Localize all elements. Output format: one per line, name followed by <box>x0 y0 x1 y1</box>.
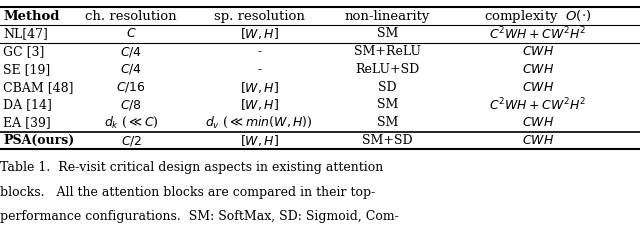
Text: $C/2$: $C/2$ <box>121 134 141 147</box>
Text: performance configurations.  SM: SoftMax, SD: Sigmoid, Com-: performance configurations. SM: SoftMax,… <box>0 210 399 223</box>
Text: SM+SD: SM+SD <box>362 134 413 147</box>
Text: complexity  $O(\cdot)$: complexity $O(\cdot)$ <box>484 8 591 25</box>
Text: $C^2WH + CW^2H^2$: $C^2WH + CW^2H^2$ <box>489 26 586 42</box>
Text: $[W, H]$: $[W, H]$ <box>240 98 278 113</box>
Text: $[W, H]$: $[W, H]$ <box>240 133 278 148</box>
Text: $C/8$: $C/8$ <box>120 98 142 112</box>
Text: $d_k$ ($\ll C$): $d_k$ ($\ll C$) <box>104 115 159 130</box>
Text: SM: SM <box>376 99 398 112</box>
Text: $[W, H]$: $[W, H]$ <box>240 27 278 41</box>
Text: $C^2WH + CW^2H^2$: $C^2WH + CW^2H^2$ <box>489 97 586 113</box>
Text: EA [39]: EA [39] <box>3 116 51 129</box>
Text: -: - <box>257 45 261 58</box>
Text: SM: SM <box>376 27 398 40</box>
Text: SD: SD <box>378 81 397 94</box>
Text: $[W, H]$: $[W, H]$ <box>240 80 278 95</box>
Text: -: - <box>257 63 261 76</box>
Text: Method: Method <box>3 10 60 23</box>
Text: $CWH$: $CWH$ <box>522 45 554 58</box>
Text: $CWH$: $CWH$ <box>522 81 554 94</box>
Text: SE [19]: SE [19] <box>3 63 51 76</box>
Text: blocks.   All the attention blocks are compared in their top-: blocks. All the attention blocks are com… <box>0 186 375 199</box>
Text: $CWH$: $CWH$ <box>522 134 554 147</box>
Text: CBAM [48]: CBAM [48] <box>3 81 74 94</box>
Text: $CWH$: $CWH$ <box>522 116 554 129</box>
Text: ch. resolution: ch. resolution <box>85 10 177 23</box>
Text: SM+ReLU: SM+ReLU <box>354 45 420 58</box>
Text: $CWH$: $CWH$ <box>522 63 554 76</box>
Text: Table 1.  Re-visit critical design aspects in existing attention: Table 1. Re-visit critical design aspect… <box>0 161 383 174</box>
Text: DA [14]: DA [14] <box>3 99 52 112</box>
Text: $C$: $C$ <box>126 27 136 40</box>
Text: SM: SM <box>376 116 398 129</box>
Text: sp. resolution: sp. resolution <box>214 10 305 23</box>
Text: $d_v$ ($\ll min(W, H)$): $d_v$ ($\ll min(W, H)$) <box>205 115 313 130</box>
Text: ReLU+SD: ReLU+SD <box>355 63 419 76</box>
Text: $C/16$: $C/16$ <box>116 80 146 94</box>
Text: PSA(ours): PSA(ours) <box>3 134 74 147</box>
Text: NL[47]: NL[47] <box>3 27 48 40</box>
Text: $C/4$: $C/4$ <box>120 45 142 59</box>
Text: non-linearity: non-linearity <box>344 10 430 23</box>
Text: $C/4$: $C/4$ <box>120 62 142 76</box>
Text: GC [3]: GC [3] <box>3 45 45 58</box>
